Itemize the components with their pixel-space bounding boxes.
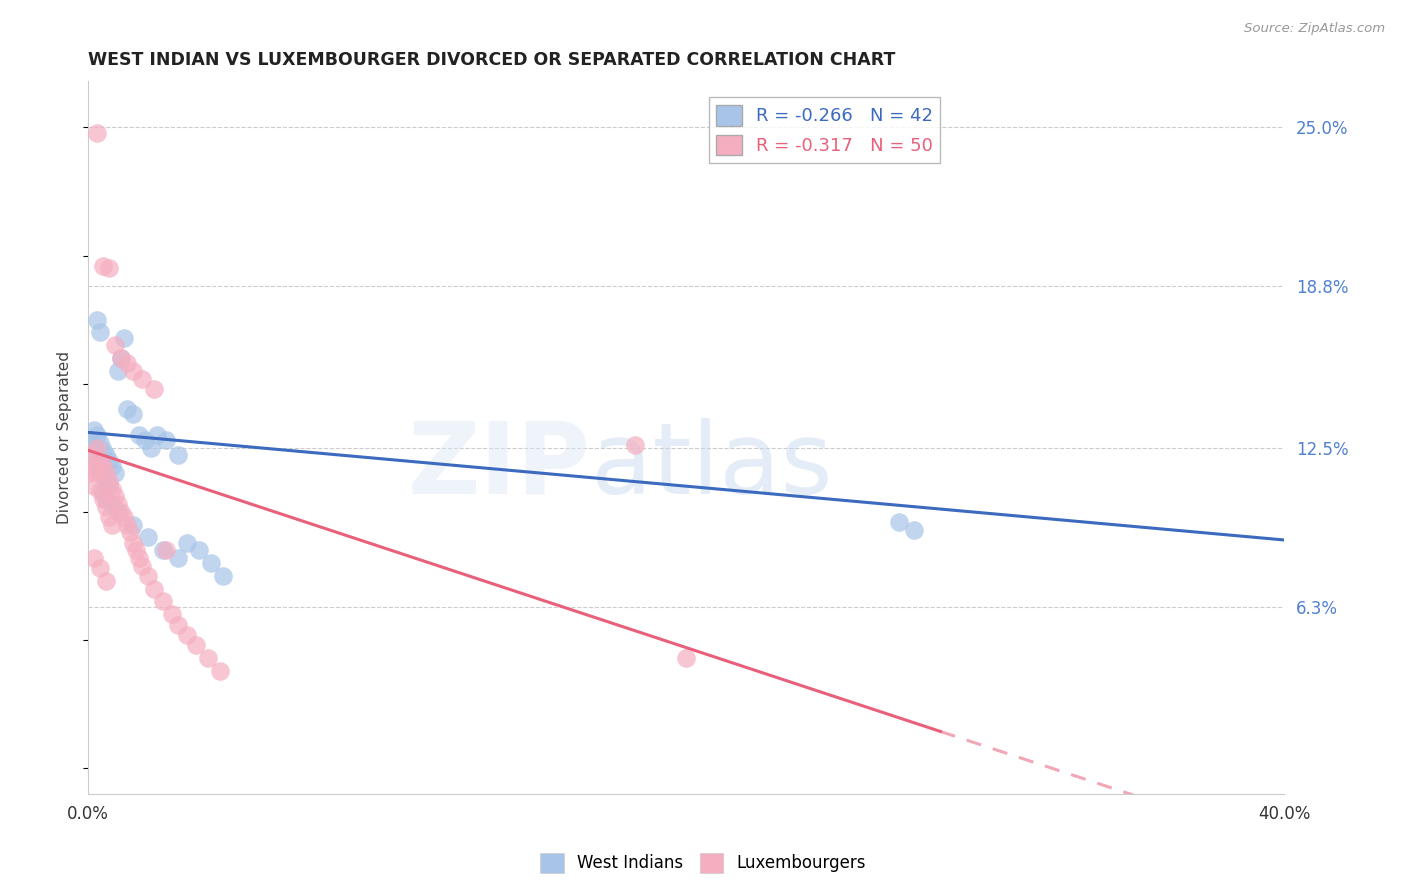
Point	[89, 467, 111, 481]
Point	[122, 364, 145, 378]
Point	[155, 433, 177, 447]
Point	[155, 543, 177, 558]
Point	[89, 484, 111, 499]
Point	[91, 458, 114, 473]
Point	[167, 550, 190, 565]
Text: ZIP: ZIP	[408, 417, 591, 515]
Text: WEST INDIAN VS LUXEMBOURGER DIVORCED OR SEPARATED CORRELATION CHART: WEST INDIAN VS LUXEMBOURGER DIVORCED OR …	[89, 51, 896, 69]
Point	[131, 558, 153, 573]
Point	[887, 515, 910, 529]
Point	[208, 664, 231, 678]
Point	[94, 500, 117, 514]
Point	[675, 651, 697, 665]
Point	[136, 569, 159, 583]
Point	[167, 617, 190, 632]
Point	[187, 543, 209, 558]
Point	[98, 479, 121, 493]
Point	[142, 582, 165, 596]
Point	[83, 479, 105, 493]
Point	[125, 543, 148, 558]
Point	[89, 561, 111, 575]
Point	[98, 474, 121, 488]
Point	[131, 371, 153, 385]
Point	[80, 467, 103, 481]
Point	[903, 523, 925, 537]
Point	[101, 482, 124, 496]
Point	[152, 543, 174, 558]
Point	[112, 330, 135, 344]
Point	[86, 441, 108, 455]
Point	[86, 126, 108, 140]
Point	[83, 423, 105, 437]
Point	[83, 550, 105, 565]
Point	[91, 458, 114, 473]
Y-axis label: Divorced or Separated: Divorced or Separated	[58, 351, 72, 524]
Point	[107, 364, 129, 378]
Point	[122, 535, 145, 549]
Point	[160, 607, 183, 622]
Legend: West Indians, Luxembourgers: West Indians, Luxembourgers	[533, 847, 873, 880]
Point	[200, 556, 222, 570]
Point	[98, 453, 121, 467]
Point	[98, 261, 121, 276]
Point	[91, 484, 114, 499]
Point	[176, 535, 198, 549]
Point	[83, 458, 105, 473]
Point	[101, 497, 124, 511]
Point	[89, 435, 111, 450]
Point	[112, 510, 135, 524]
Point	[89, 453, 111, 467]
Point	[94, 467, 117, 481]
Point	[86, 453, 108, 467]
Point	[104, 490, 127, 504]
Point	[118, 525, 141, 540]
Point	[152, 594, 174, 608]
Point	[86, 428, 108, 442]
Point	[624, 438, 647, 452]
Point	[115, 356, 138, 370]
Point	[211, 569, 233, 583]
Point	[115, 517, 138, 532]
Point	[167, 449, 190, 463]
Point	[80, 449, 103, 463]
Point	[83, 441, 105, 455]
Point	[86, 467, 108, 481]
Text: atlas: atlas	[591, 417, 832, 515]
Point	[176, 628, 198, 642]
Point	[104, 467, 127, 481]
Point	[146, 428, 169, 442]
Point	[115, 402, 138, 417]
Point	[94, 491, 117, 506]
Point	[107, 505, 129, 519]
Point	[101, 458, 124, 473]
Point	[142, 382, 165, 396]
Point	[94, 574, 117, 588]
Point	[107, 497, 129, 511]
Point	[122, 408, 145, 422]
Point	[94, 474, 117, 488]
Point	[184, 638, 207, 652]
Point	[98, 510, 121, 524]
Point	[110, 351, 132, 365]
Point	[91, 259, 114, 273]
Point	[128, 428, 150, 442]
Point	[86, 312, 108, 326]
Point	[128, 550, 150, 565]
Point	[80, 433, 103, 447]
Legend: R = -0.266   N = 42, R = -0.317   N = 50: R = -0.266 N = 42, R = -0.317 N = 50	[709, 97, 941, 162]
Point	[91, 443, 114, 458]
Point	[89, 326, 111, 340]
Point	[101, 517, 124, 532]
Point	[110, 505, 132, 519]
Point	[134, 433, 156, 447]
Point	[197, 651, 219, 665]
Point	[91, 491, 114, 506]
Point	[139, 441, 162, 455]
Point	[104, 338, 127, 352]
Point	[122, 517, 145, 532]
Text: Source: ZipAtlas.com: Source: ZipAtlas.com	[1244, 22, 1385, 36]
Point	[94, 449, 117, 463]
Point	[136, 531, 159, 545]
Point	[110, 351, 132, 365]
